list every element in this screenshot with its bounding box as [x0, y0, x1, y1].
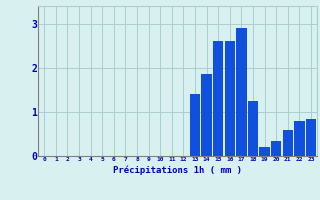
- Bar: [248, 101, 258, 156]
- Bar: [236, 28, 247, 156]
- Bar: [271, 141, 281, 156]
- Bar: [225, 41, 235, 156]
- Bar: [294, 121, 305, 156]
- Bar: [283, 130, 293, 156]
- Bar: [306, 118, 316, 156]
- Bar: [201, 74, 212, 156]
- Bar: [260, 147, 270, 156]
- Bar: [190, 94, 200, 156]
- Bar: [213, 41, 223, 156]
- X-axis label: Précipitations 1h ( mm ): Précipitations 1h ( mm ): [113, 165, 242, 175]
